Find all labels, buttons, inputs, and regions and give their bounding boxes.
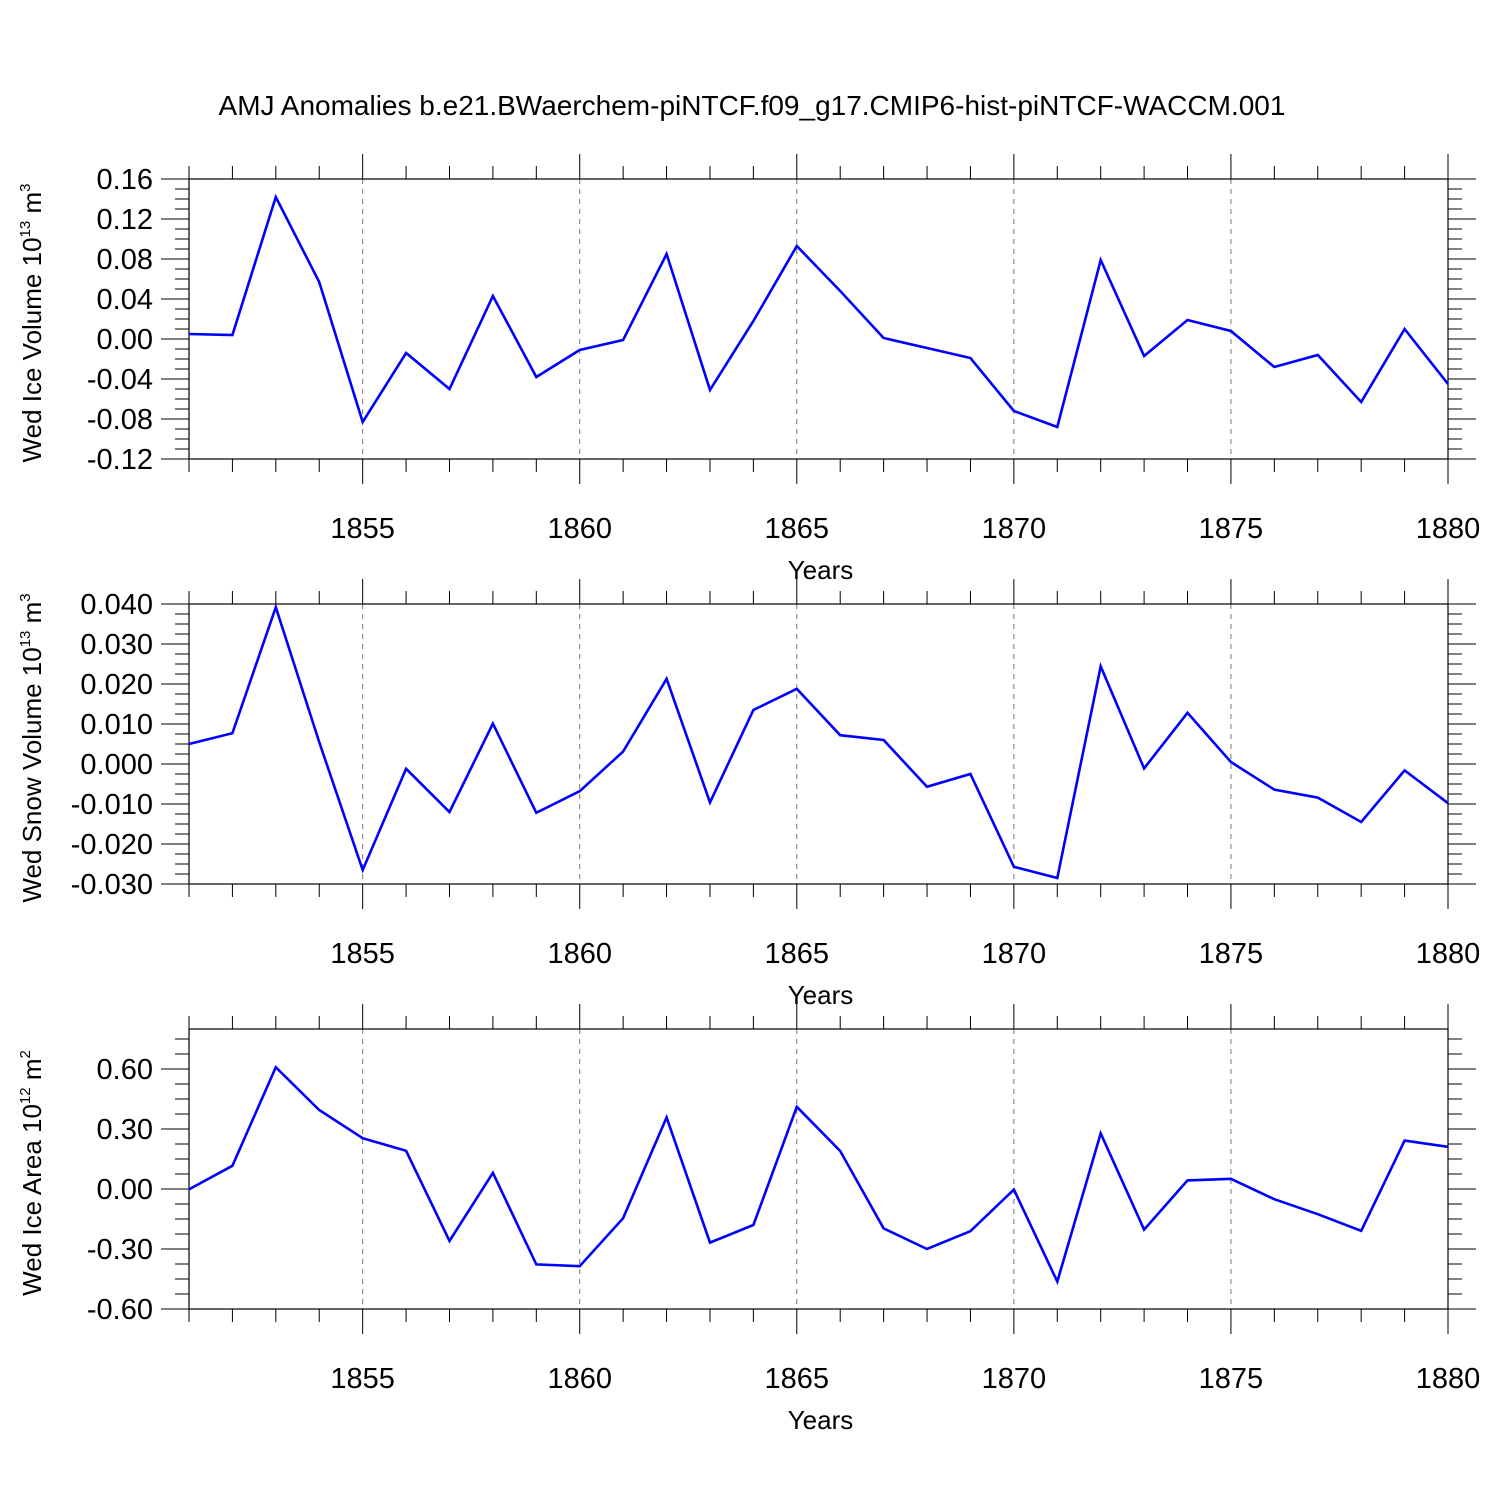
y-tick-label: 0.030 [80,629,153,661]
x-tick-label: 1860 [547,1363,612,1395]
y-tick-label: -0.60 [87,1294,153,1326]
series-line [188,603,1449,880]
y-tick-label: -0.010 [71,789,153,821]
y-tick-label: 0.010 [80,709,153,741]
y-tick-label: 0.040 [80,589,153,621]
y-tick-label: 0.04 [97,284,153,316]
y-tick-label: 0.60 [97,1054,153,1086]
y-tick-label: 0.00 [97,1174,153,1206]
x-tick-label: 1870 [982,513,1047,545]
y-axis-label: Wed Ice Volume 1013 m3 [17,184,47,463]
x-tick-label: 1870 [982,1363,1047,1395]
x-tick-label: 1875 [1199,513,1264,545]
x-tick-label: 1875 [1199,1363,1264,1395]
panel-2: 0.040 0.030 0.020 0.010 0.000 -0.010 -0.020 -0.… [17,579,1480,1010]
x-tick-label: 1880 [1416,938,1481,970]
x-tick-label: 1880 [1416,513,1481,545]
x-tick-label: 1855 [330,938,395,970]
x-axis-label: Years [788,1405,854,1435]
x-tick-label: 1875 [1199,938,1264,970]
x-axis-label: Years [788,980,854,1010]
y-tick-label: -0.030 [71,869,153,901]
x-tick-label: 1855 [330,1363,395,1395]
y-axis-label: Wed Ice Area 1012 m2 [17,1050,47,1296]
x-tick-label: 1865 [765,513,830,545]
y-tick-label: -0.04 [87,364,153,396]
y-axis-label: Wed Snow Volume 1013 m3 [17,593,47,902]
y-tick-label: 0.08 [97,244,153,276]
y-tick-label: 0.000 [80,749,153,781]
x-tick-label: 1860 [547,513,612,545]
plot-frame [188,1028,1449,1310]
y-tick-label: -0.12 [87,444,153,476]
panels: 0.16 0.12 0.08 0.04 0.00 -0.04 -0.08 -0.12 1855 1… [17,154,1480,1435]
x-tick-label: 1860 [547,938,612,970]
panel-3: 0.60 0.30 0.00 -0.30 -0.60 1855 1860 1865 1870 18… [17,1004,1480,1435]
plot-frame [188,178,1449,460]
plot-frame [188,603,1449,885]
y-tick-label: 0.16 [97,164,153,196]
y-tick-label: -0.08 [87,404,153,436]
x-tick-label: 1855 [330,513,395,545]
panel-1: 0.16 0.12 0.08 0.04 0.00 -0.04 -0.08 -0.12 1855 1… [17,154,1480,585]
x-tick-label: 1870 [982,938,1047,970]
figure-title: AMJ Anomalies b.e21.BWaerchem-piNTCF.f09… [219,90,1286,121]
y-tick-label: 0.020 [80,669,153,701]
y-tick-label: 0.12 [97,204,153,236]
x-tick-label: 1880 [1416,1363,1481,1395]
y-tick-label: 0.30 [97,1114,153,1146]
series-line [188,193,1450,429]
x-tick-label: 1865 [765,1363,830,1395]
x-tick-label: 1865 [765,938,830,970]
y-tick-label: -0.30 [87,1234,153,1266]
series-line [188,1064,1449,1286]
y-tick-label: -0.020 [71,829,153,861]
x-axis-label: Years [788,555,854,585]
y-tick-label: 0.00 [97,324,153,356]
